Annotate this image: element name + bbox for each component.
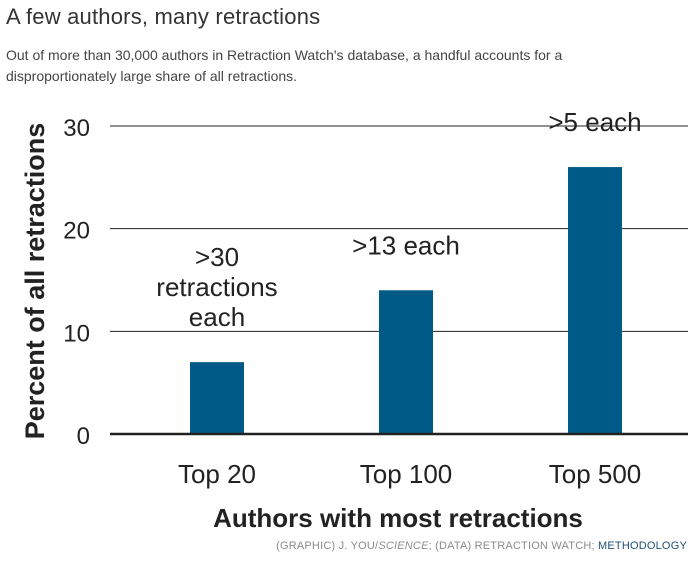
x-axis-label: Authors with most retractions — [213, 503, 583, 533]
source-credit: (GRAPHIC) J. YOU/SCIENCE; (DATA) RETRACT… — [276, 540, 687, 552]
y-tick-label: 30 — [63, 115, 90, 142]
x-tick-labels: Top 20 Top 100 Top 500 — [178, 459, 641, 489]
credit-publication: SCIENCE — [378, 540, 429, 552]
x-tick-label: Top 500 — [549, 459, 642, 489]
chart-subtitle: Out of more than 30,000 authors in Retra… — [6, 47, 563, 84]
bar-annotation: >5 each — [548, 107, 641, 137]
bar-chart: 0 10 20 30 Top 20 Top 100 Top 500 >30 retracti… — [20, 107, 688, 533]
bar — [568, 167, 622, 435]
bar-annotation: >30 retractions each — [156, 242, 277, 332]
x-tick-label: Top 20 — [178, 459, 256, 489]
bars — [190, 167, 622, 435]
chart-title: A few authors, many retractions — [6, 4, 321, 29]
y-tick-label: 0 — [77, 423, 90, 450]
methodology-link[interactable]: METHODOLOGY — [598, 540, 687, 552]
bar — [379, 290, 433, 434]
bar-annotations: >30 retractions each >13 each >5 each — [156, 107, 641, 332]
credit-graphic: (GRAPHIC) J. YOU/ — [276, 540, 379, 552]
bar-annotation: >13 each — [352, 230, 460, 260]
x-tick-label: Top 100 — [360, 459, 453, 489]
credit-data-source: ; (DATA) RETRACTION WATCH; — [428, 540, 598, 552]
y-tick-label: 10 — [63, 320, 90, 347]
y-tick-labels: 0 10 20 30 — [63, 115, 90, 450]
y-tick-label: 20 — [63, 218, 90, 245]
y-axis-label: Percent of all retractions — [20, 123, 50, 440]
bar — [190, 362, 244, 434]
